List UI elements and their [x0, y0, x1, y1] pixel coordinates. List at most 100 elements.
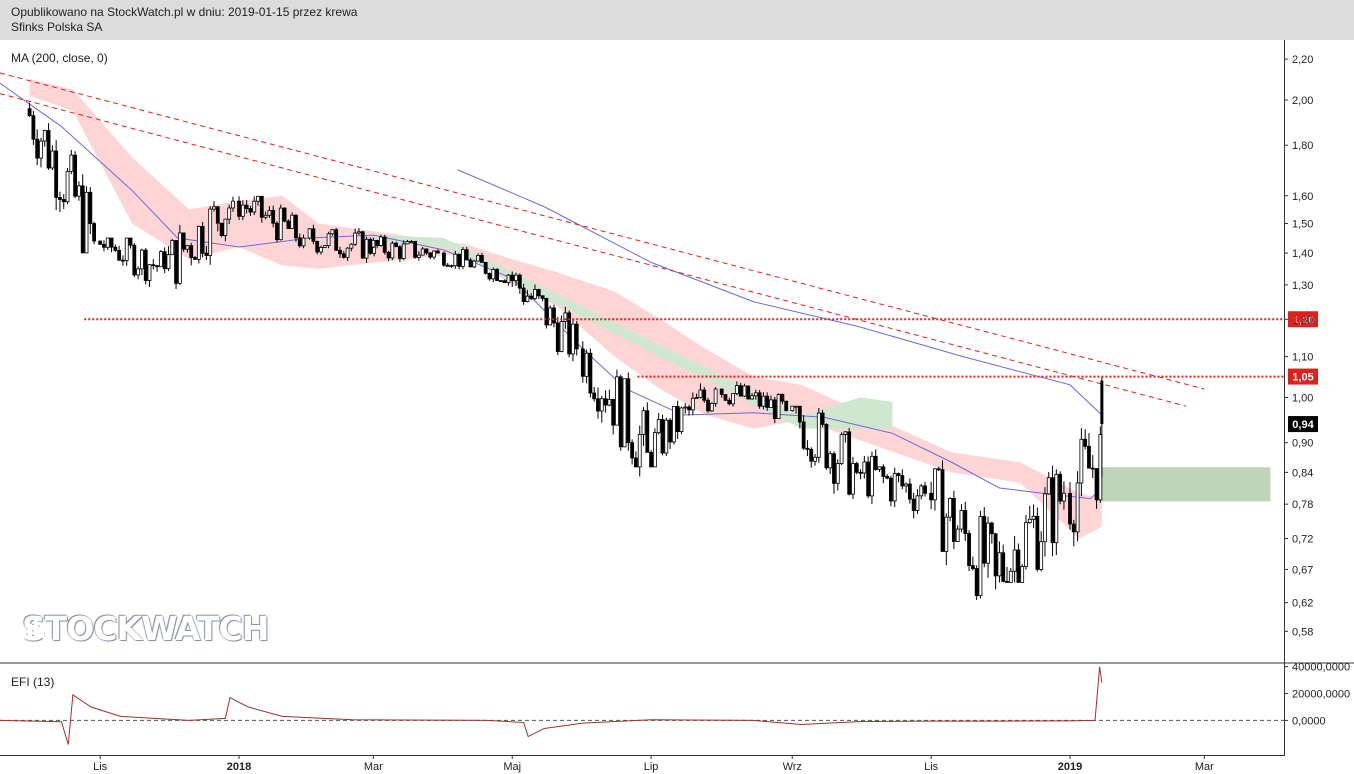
- candle-body: [170, 240, 175, 256]
- candle-body: [1062, 492, 1066, 502]
- candle-body: [679, 407, 684, 432]
- candle-body: [574, 323, 579, 350]
- candle-body: [390, 242, 395, 259]
- candle-body: [525, 295, 530, 303]
- candle-body: [626, 378, 631, 444]
- candle-body: [345, 247, 350, 258]
- candle-body: [432, 250, 436, 258]
- candle-body: [223, 218, 228, 236]
- candle-body: [364, 238, 369, 259]
- candle-body: [761, 395, 766, 407]
- candle-body: [271, 210, 276, 224]
- candle-body: [940, 469, 945, 552]
- chart-header: Opublikowano na StockWatch.pl w dniu: 20…: [0, 0, 1354, 40]
- efi-line: [0, 666, 1103, 745]
- candle-body: [219, 222, 224, 236]
- candle-body: [420, 248, 425, 256]
- trendline-2: [0, 93, 1187, 407]
- candle-body: [944, 516, 949, 552]
- candle-body: [58, 197, 62, 200]
- level-label: 1,05: [1292, 372, 1313, 384]
- candle-body: [132, 244, 137, 276]
- candle-body: [128, 237, 133, 246]
- candle-body: [121, 259, 125, 262]
- candle-body: [892, 473, 897, 502]
- candle-body: [702, 389, 707, 401]
- candle-body: [1031, 515, 1036, 520]
- candle-body: [784, 400, 789, 411]
- candle-body: [259, 195, 264, 218]
- candle-body: [457, 253, 462, 267]
- candle-body: [1005, 580, 1009, 583]
- candle-body: [671, 406, 676, 443]
- candle-body: [584, 352, 589, 377]
- candle-body: [769, 399, 773, 408]
- candle-body: [181, 232, 186, 250]
- y-tick-label: 1,20: [1292, 314, 1313, 326]
- candle-body: [555, 322, 560, 352]
- candle-body: [301, 237, 306, 247]
- candle-body: [911, 498, 916, 511]
- candle-body: [401, 243, 406, 259]
- candle-body: [641, 410, 646, 435]
- candle-body: [409, 240, 414, 243]
- candle-body: [464, 249, 469, 261]
- candle-body: [540, 295, 545, 299]
- candle-body: [765, 395, 770, 408]
- candle-body: [596, 398, 600, 412]
- candle-body: [881, 466, 886, 477]
- candle-body: [683, 406, 688, 409]
- candle-body: [870, 455, 874, 497]
- y-tick-label: 2,00: [1292, 95, 1313, 107]
- candle-body: [974, 568, 979, 597]
- candle-body: [428, 252, 433, 258]
- candle-body: [603, 398, 608, 406]
- candle-body: [185, 245, 190, 250]
- candle-body: [435, 250, 440, 254]
- candle-body: [54, 150, 59, 198]
- candle-body: [847, 431, 852, 495]
- candle-body: [143, 249, 148, 281]
- y-tick-label: 0,62: [1292, 598, 1313, 610]
- candle-body: [690, 397, 695, 411]
- candle-body: [227, 207, 232, 220]
- candle-body: [580, 348, 585, 377]
- candle-body: [835, 463, 840, 484]
- candle-body: [487, 272, 492, 280]
- candle-body: [544, 298, 549, 326]
- candle-body: [967, 533, 971, 567]
- candle-body: [357, 231, 361, 234]
- candle-body: [904, 483, 908, 487]
- candle-body: [746, 385, 751, 400]
- candle-body: [449, 265, 454, 268]
- candle-body: [476, 254, 480, 262]
- candle-body: [873, 455, 878, 470]
- candle-body: [278, 207, 283, 241]
- candle-body: [491, 268, 496, 280]
- candle-body: [371, 239, 376, 248]
- candle-body: [196, 226, 201, 260]
- candle-body: [713, 388, 718, 404]
- candle-body: [495, 268, 499, 282]
- candle-body: [307, 228, 312, 239]
- candle-body: [1054, 473, 1059, 544]
- candle-body: [668, 419, 672, 443]
- candle-body: [1094, 468, 1099, 501]
- candle-body: [117, 249, 122, 261]
- candle-body: [986, 522, 990, 564]
- candle-body: [1090, 467, 1095, 470]
- x-tick-label: Maj: [503, 761, 521, 773]
- efi-indicator-label[interactable]: EFI (13): [11, 675, 55, 689]
- candle-body: [215, 206, 220, 224]
- candle-body: [862, 461, 867, 474]
- candle-body: [80, 185, 85, 254]
- efi-tick-label: 0,0000: [1292, 715, 1326, 727]
- candle-body: [801, 421, 806, 449]
- candle-body: [140, 249, 144, 270]
- y-tick-label: 2,20: [1292, 54, 1313, 66]
- candle-body: [622, 378, 627, 448]
- ma-indicator-label[interactable]: MA (200, close, 0): [11, 51, 108, 65]
- candle-body: [851, 463, 855, 495]
- candle-body: [645, 410, 650, 453]
